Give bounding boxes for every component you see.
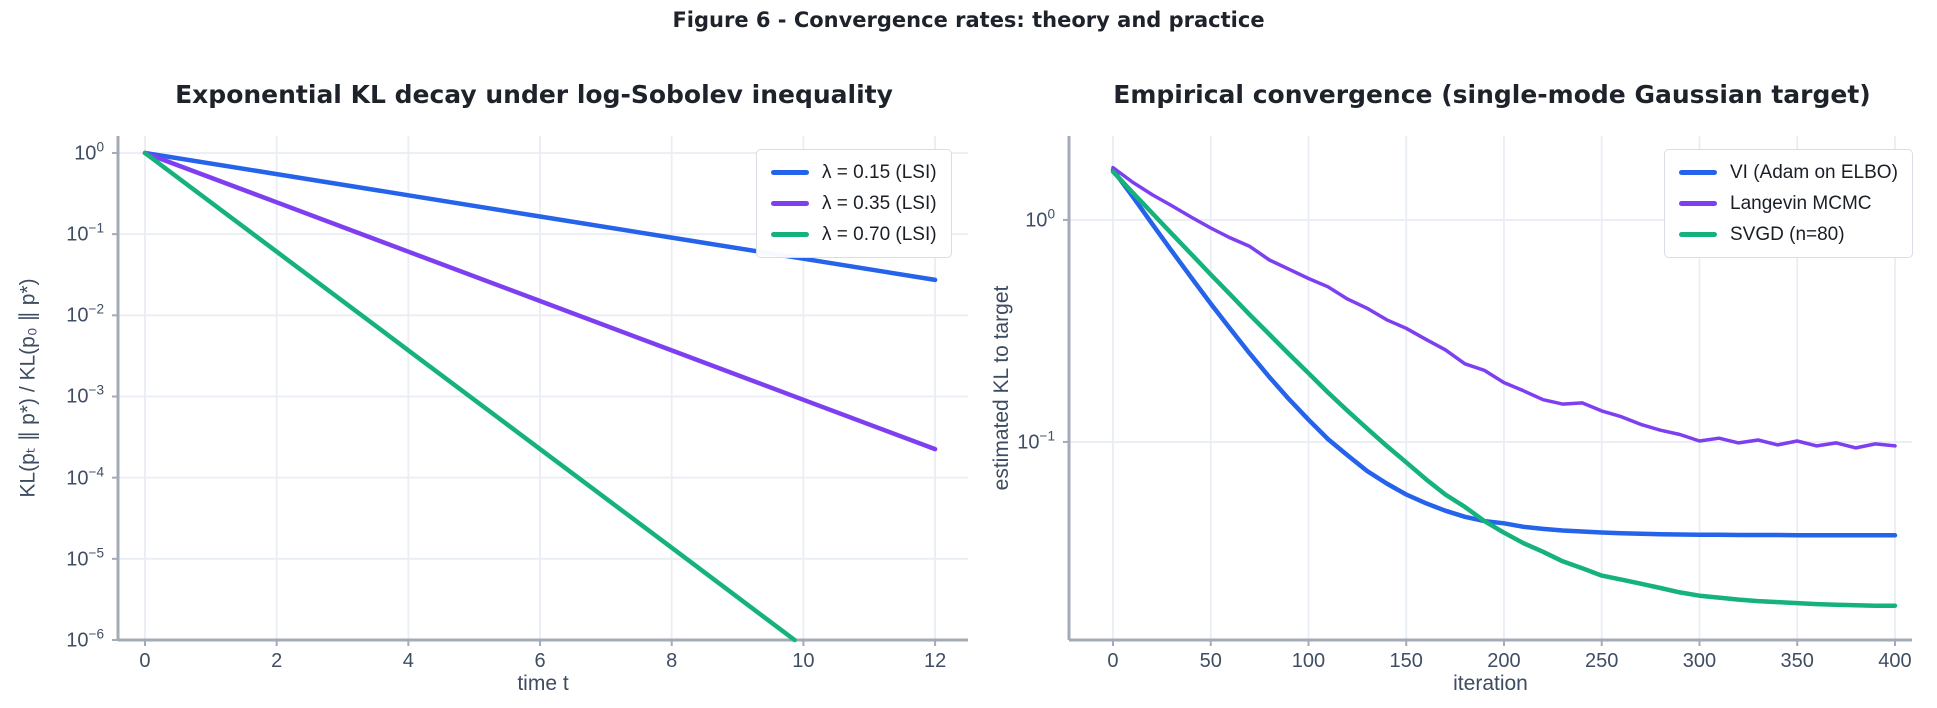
x-tick-label: 0	[1107, 650, 1119, 672]
y-tick-label: 100	[74, 139, 104, 165]
x-tick-label: 350	[1780, 650, 1814, 672]
x-tick-label: 10	[792, 650, 815, 672]
legend-item: λ = 0.70 (LSI)	[771, 219, 937, 250]
figure-title: Figure 6 - Convergence rates: theory and…	[672, 8, 1265, 32]
x-tick-label: 300	[1682, 650, 1717, 672]
legend-label: Langevin MCMC	[1730, 192, 1872, 214]
series-line	[1111, 165, 1897, 450]
y-tick-label: 10−6	[66, 626, 104, 652]
series-line	[1110, 167, 1898, 538]
x-tick-label: 12	[923, 650, 947, 672]
line-swatch-icon	[1679, 232, 1717, 237]
series-line	[142, 150, 797, 643]
line-swatch-icon	[1679, 201, 1717, 206]
x-tick-label: 4	[402, 650, 414, 672]
x-tick-label: 8	[666, 650, 678, 672]
line-swatch-icon	[771, 201, 809, 206]
x-tick-label: 6	[534, 650, 546, 672]
line-swatch-icon	[1679, 170, 1717, 175]
legend-item: Langevin MCMC	[1679, 188, 1898, 219]
line-swatch-icon	[771, 232, 809, 237]
y-tick-label: 10−4	[66, 464, 104, 489]
y-tick-label: 10−3	[66, 383, 104, 408]
y-tick-label: 10−2	[66, 301, 104, 327]
right-yaxis-label: estimated KL to target	[990, 285, 1013, 491]
left-legend: λ = 0.15 (LSI) λ = 0.35 (LSI) λ = 0.70 (…	[756, 149, 952, 258]
legend-item: λ = 0.35 (LSI)	[771, 188, 937, 219]
x-tick-label: 250	[1585, 650, 1619, 672]
legend-label: SVGD (n=80)	[1730, 223, 1845, 245]
legend-item: SVGD (n=80)	[1679, 219, 1898, 250]
series-line	[142, 150, 938, 452]
right-legend: VI (Adam on ELBO) Langevin MCMC SVGD (n=…	[1664, 149, 1913, 258]
legend-item: VI (Adam on ELBO)	[1679, 157, 1898, 188]
x-tick-label: 0	[139, 650, 151, 672]
y-tick-label: 10−1	[66, 220, 104, 246]
legend-label: λ = 0.15 (LSI)	[822, 161, 937, 183]
right-xaxis-label: iteration	[1453, 672, 1528, 695]
x-tick-label: 200	[1487, 650, 1521, 672]
y-tick-label: 100	[1025, 206, 1055, 232]
left-xaxis-label: time t	[517, 672, 569, 695]
right-chart-title: Empirical convergence (single-mode Gauss…	[1113, 80, 1871, 109]
line-swatch-icon	[771, 170, 809, 175]
legend-item: λ = 0.15 (LSI)	[771, 157, 937, 188]
series-line	[142, 150, 938, 283]
y-tick-label: 10−1	[1017, 428, 1055, 454]
x-tick-label: 150	[1389, 650, 1423, 672]
x-tick-label: 50	[1199, 650, 1222, 672]
legend-label: λ = 0.35 (LSI)	[822, 192, 937, 214]
x-tick-label: 100	[1291, 650, 1326, 672]
x-tick-label: 2	[271, 650, 283, 672]
series-line	[1110, 169, 1898, 608]
legend-label: VI (Adam on ELBO)	[1730, 161, 1898, 183]
left-chart-title: Exponential KL decay under log-Sobolev i…	[175, 80, 893, 109]
legend-label: λ = 0.70 (LSI)	[822, 223, 937, 245]
y-tick-label: 10−5	[66, 545, 104, 571]
x-tick-label: 400	[1878, 650, 1912, 672]
